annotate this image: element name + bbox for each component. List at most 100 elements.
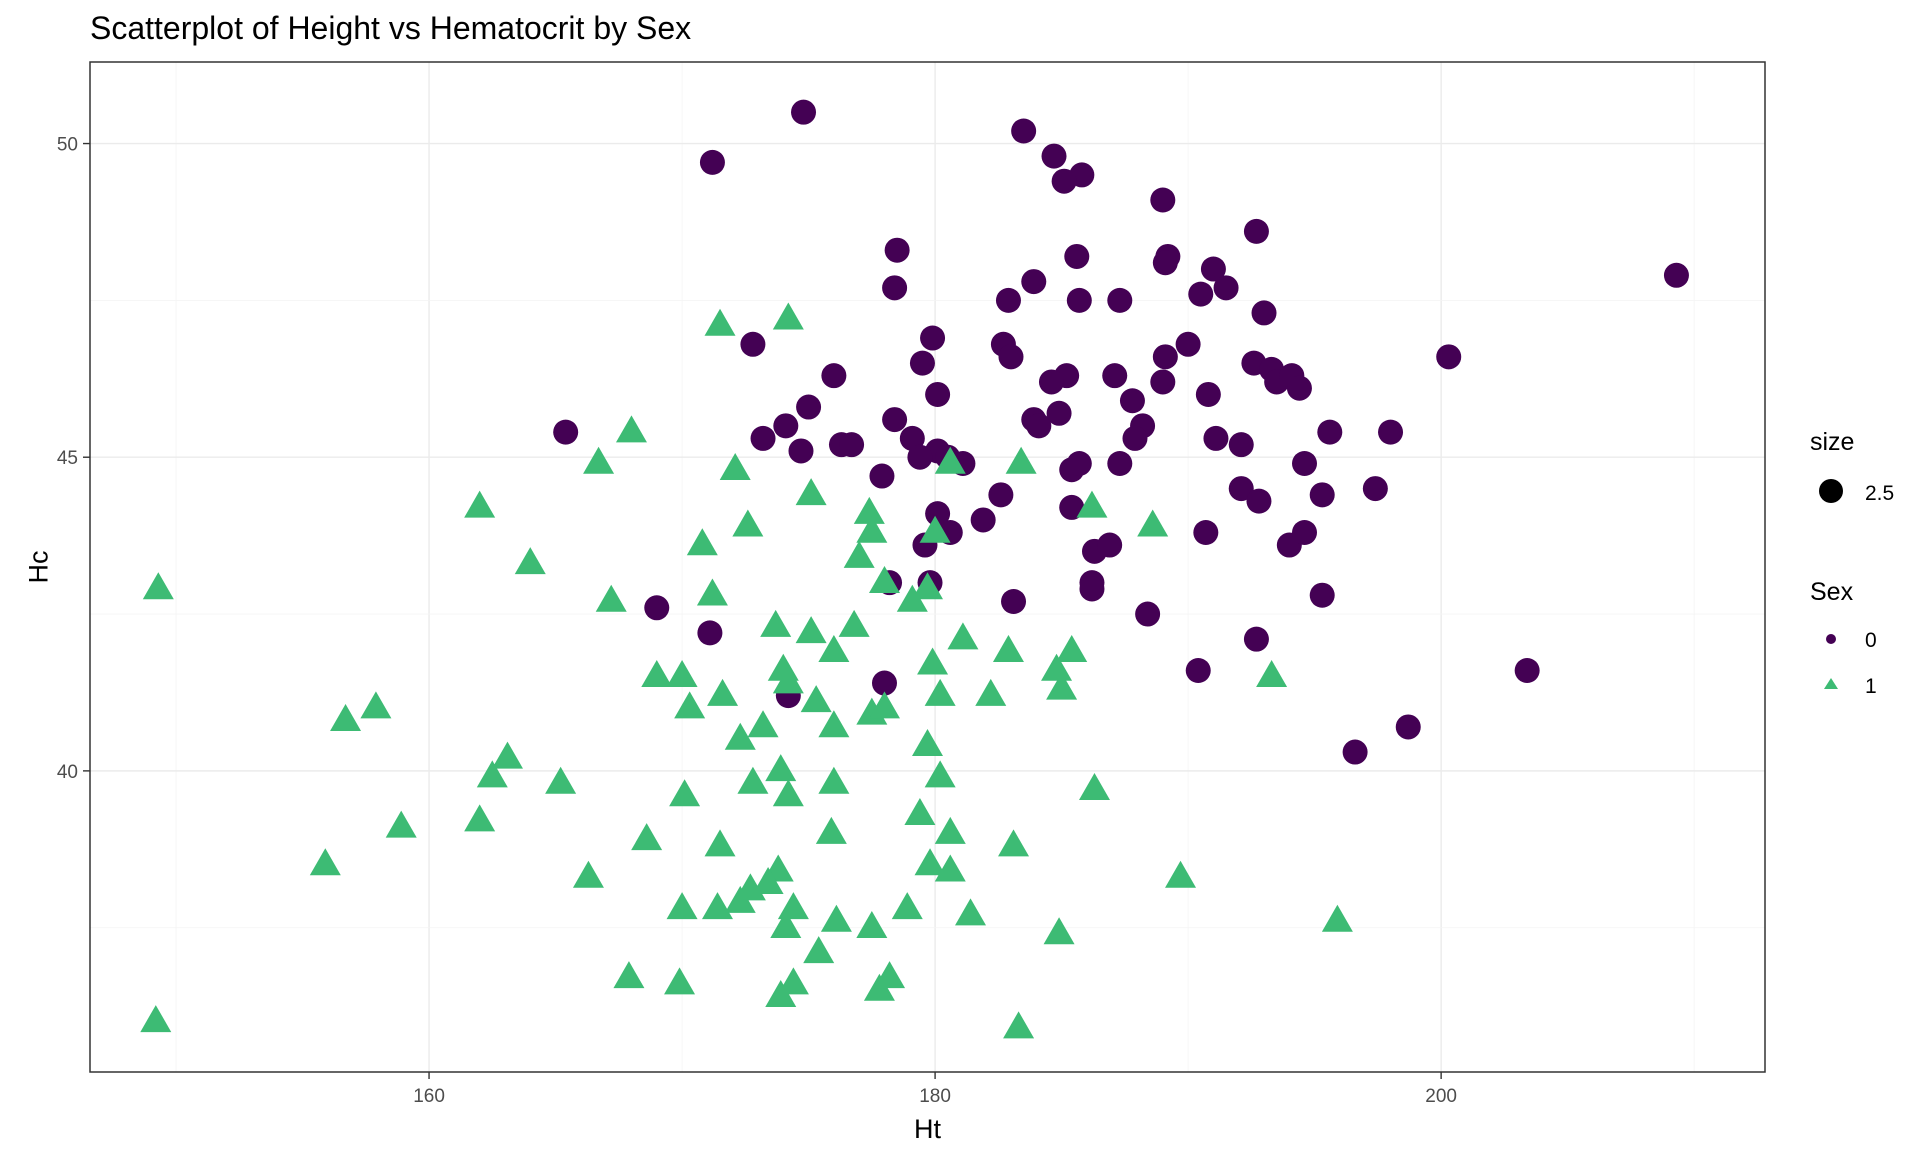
y-tick-label: 50 (57, 135, 78, 156)
data-point-sex-1 (818, 634, 850, 662)
data-point-sex-0 (740, 331, 766, 357)
data-point-sex-0 (899, 425, 925, 451)
data-point-sex-1 (1046, 672, 1078, 700)
x-axis-title: Ht (914, 1114, 941, 1144)
data-point-sex-1 (476, 760, 508, 788)
data-point-sex-1 (719, 453, 751, 481)
data-point-sex-1 (914, 848, 946, 876)
data-point-sex-1 (707, 678, 739, 706)
data-point-sex-0 (925, 501, 951, 527)
data-point-sex-1 (641, 660, 673, 688)
data-point-sex-1 (998, 829, 1030, 857)
data-point-sex-0 (970, 507, 996, 533)
data-point-sex-1 (934, 854, 966, 882)
data-point-sex-1 (1041, 653, 1073, 681)
axes: 160 180 200 40 45 50 (57, 135, 1457, 1107)
data-point-sex-1 (1078, 772, 1110, 800)
data-point-sex-0 (925, 381, 951, 407)
data-point-sex-1 (595, 584, 627, 612)
data-point-sex-1 (491, 741, 523, 769)
data-point-sex-1 (615, 415, 647, 443)
data-point-sex-1 (760, 609, 792, 637)
data-point-sex-1 (696, 578, 728, 606)
data-point-sex-0 (1243, 626, 1269, 652)
data-point-sex-0 (920, 325, 946, 351)
data-point-sex-0 (1243, 218, 1269, 244)
panel-border (89, 61, 1766, 1073)
data-point-sex-1 (360, 691, 392, 719)
data-point-sex-1 (975, 678, 1007, 706)
data-point-sex-0 (1152, 344, 1178, 370)
data-point-sex-1 (770, 910, 802, 938)
data-point-sex-1 (724, 885, 756, 913)
data-point-sex-1 (666, 660, 698, 688)
data-point-sex-1 (545, 766, 577, 794)
data-point-sex-1 (737, 766, 769, 794)
data-point-sex-1 (772, 666, 804, 694)
data-point-sex-0 (1001, 589, 1027, 615)
data-point-sex-0 (1195, 381, 1221, 407)
x-tick-label: 180 (919, 1086, 951, 1107)
data-point-sex-1 (856, 515, 888, 543)
data-point-sex-1 (724, 722, 756, 750)
data-point-sex-0 (1317, 419, 1343, 445)
data-point-sex-1 (891, 892, 923, 920)
data-point-sex-1 (732, 509, 764, 537)
data-point-sex-1 (803, 936, 835, 964)
grid-lines (90, 62, 1765, 1072)
data-point-sex-1 (934, 446, 966, 474)
data-point-sex-0 (1309, 482, 1335, 508)
data-point-sex-1 (795, 478, 827, 506)
data-point-sex-1 (142, 572, 174, 600)
data-point-sex-0 (1362, 476, 1388, 502)
data-point-sex-0 (644, 595, 670, 621)
data-point-sex-0 (1152, 250, 1178, 276)
data-point-sex-1 (912, 572, 943, 600)
data-point-sex-1 (704, 829, 736, 857)
data-point-sex-1 (1056, 634, 1088, 662)
data-point-sex-0 (791, 99, 817, 125)
data-point-sex-0 (1059, 494, 1085, 520)
data-point-sex-1 (1321, 904, 1353, 932)
data-point-sex-0 (1193, 519, 1219, 545)
data-point-sex-1 (765, 754, 797, 782)
data-point-sex-1 (856, 910, 888, 938)
data-point-sex-1 (904, 798, 936, 826)
data-point-sex-1 (815, 816, 847, 844)
data-point-sex-0 (1038, 369, 1064, 395)
data-point-sex-1 (843, 540, 875, 568)
data-point-sex-1 (464, 490, 496, 518)
data-point-sex-1 (669, 779, 701, 807)
data-point-sex-0 (553, 419, 579, 445)
data-point-sex-0 (1228, 476, 1254, 502)
data-point-sex-0 (1122, 425, 1148, 451)
data-point-sex-1 (868, 565, 900, 593)
data-point-sex-1 (514, 547, 546, 575)
data-point-sex-0 (882, 275, 908, 301)
data-point-sex-0 (1064, 243, 1090, 269)
data-points (140, 99, 1689, 1039)
data-point-sex-0 (1011, 118, 1037, 144)
chart-title: Scatterplot of Height vs Hematocrit by S… (90, 10, 692, 46)
data-point-sex-0 (839, 432, 865, 458)
data-point-sex-0 (1026, 413, 1052, 439)
data-point-sex-1 (917, 647, 949, 675)
data-point-sex-1 (572, 860, 604, 888)
data-point-sex-1 (820, 904, 852, 932)
data-point-sex-1 (674, 691, 706, 719)
data-point-sex-1 (818, 710, 850, 738)
data-point-sex-1 (1165, 860, 1197, 888)
data-point-sex-0 (1150, 369, 1176, 395)
data-point-sex-0 (1309, 582, 1335, 608)
data-point-sex-1 (583, 446, 615, 474)
data-point-sex-0 (697, 620, 723, 646)
data-point-sex-1 (1137, 509, 1169, 537)
data-point-sex-1 (140, 1005, 172, 1033)
y-axis-title: Hc (23, 551, 53, 584)
data-point-sex-1 (924, 678, 956, 706)
data-point-sex-0 (1107, 287, 1133, 313)
data-point-sex-1 (747, 710, 779, 738)
x-tick-label: 160 (413, 1086, 445, 1107)
